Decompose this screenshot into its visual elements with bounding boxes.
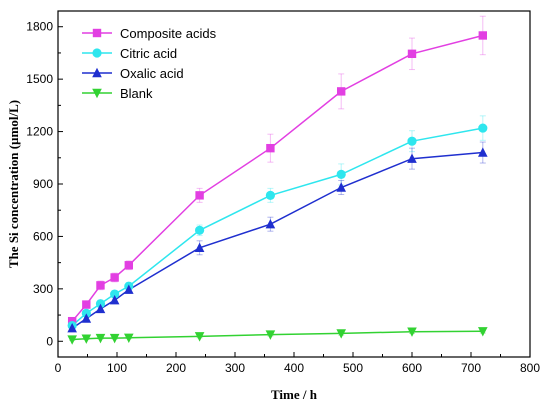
legend-label-oxalic-acid: Oxalic acid — [120, 66, 184, 81]
data-point-blank — [478, 327, 488, 337]
data-point-composite-acids — [195, 191, 204, 200]
data-point-composite-acids — [110, 273, 119, 282]
data-point-composite-acids — [478, 31, 487, 40]
y-axis-title: The Si concentration (µmol/L) — [6, 100, 21, 268]
data-point-blank — [407, 327, 417, 337]
data-point-blank — [336, 329, 346, 339]
data-point-oxalic-acid — [265, 218, 276, 229]
data-point-citric-acid — [95, 299, 106, 309]
x-tick-label: 800 — [520, 361, 540, 375]
legend: Composite acids Citric acid Oxalic acid Bla… — [82, 26, 217, 101]
data-point-blank — [265, 330, 276, 340]
series-markers — [67, 31, 488, 345]
legend-marker-composite-acids — [92, 28, 102, 38]
legend-marker-citric-acid — [92, 48, 102, 58]
series-line-oxalic-acid — [71, 151, 483, 329]
data-point-oxalic-acid — [124, 284, 134, 294]
data-point-blank — [95, 333, 106, 344]
data-point-citric-acid — [407, 136, 417, 146]
data-point-citric-acid — [110, 289, 120, 299]
x-tick-label: 300 — [225, 361, 245, 375]
data-point-composite-acids — [337, 87, 346, 96]
data-point-blank — [81, 334, 92, 344]
data-point-blank — [109, 333, 120, 344]
x-tick-label: 500 — [343, 361, 363, 375]
legend-label-blank: Blank — [120, 86, 153, 101]
data-point-composite-acids — [96, 281, 105, 290]
data-point-citric-acid — [336, 169, 346, 179]
x-tick-label: 600 — [402, 361, 422, 375]
data-point-oxalic-acid — [194, 242, 205, 252]
y-tick-label: 900 — [33, 177, 53, 191]
data-point-oxalic-acid — [478, 147, 488, 157]
data-point-citric-acid — [265, 190, 275, 200]
y-axis-ticks: 0 300 600 900 1200 1500 1800 — [26, 20, 63, 348]
x-tick-label: 100 — [107, 361, 127, 375]
series-lines — [71, 34, 483, 341]
x-axis-ticks: 0 100 200 300 400 500 600 700 800 — [55, 352, 540, 375]
data-point-oxalic-acid — [95, 303, 106, 314]
legend-marker-blank — [92, 88, 102, 99]
x-axis-title: Time / h — [271, 387, 318, 402]
series-line-citric-acid — [71, 127, 483, 327]
y-tick-label: 600 — [33, 229, 53, 243]
data-point-composite-acids — [407, 49, 417, 59]
data-point-citric-acid — [195, 225, 205, 235]
data-point-citric-acid — [81, 308, 91, 318]
y-tick-label: 1200 — [26, 125, 53, 139]
data-point-oxalic-acid — [407, 153, 417, 163]
data-point-oxalic-acid — [81, 313, 92, 323]
data-point-blank — [124, 333, 134, 343]
y-tick-label: 1500 — [26, 72, 53, 86]
data-point-oxalic-acid — [67, 322, 77, 333]
data-point-composite-acids — [124, 261, 133, 270]
x-tick-label: 400 — [284, 361, 304, 375]
data-point-citric-acid — [478, 123, 488, 133]
x-tick-label: 0 — [55, 361, 62, 375]
x-tick-label: 700 — [461, 361, 481, 375]
data-point-blank — [194, 332, 205, 342]
data-point-oxalic-acid — [109, 295, 120, 305]
legend-label-citric-acid: Citric acid — [120, 46, 177, 61]
data-point-blank — [67, 335, 77, 345]
series-line-blank — [72, 330, 483, 341]
legend-label-composite-acids: Composite acids — [120, 26, 217, 41]
x-tick-label: 200 — [166, 361, 186, 375]
data-point-oxalic-acid — [336, 182, 346, 192]
y-tick-label: 1800 — [26, 20, 53, 34]
legend-marker-oxalic-acid — [92, 67, 102, 78]
series-line-composite-acids — [71, 34, 483, 322]
data-point-composite-acids — [266, 143, 275, 153]
y-tick-label: 0 — [46, 334, 53, 348]
data-point-composite-acids — [82, 300, 91, 309]
y-tick-label: 300 — [33, 282, 53, 296]
